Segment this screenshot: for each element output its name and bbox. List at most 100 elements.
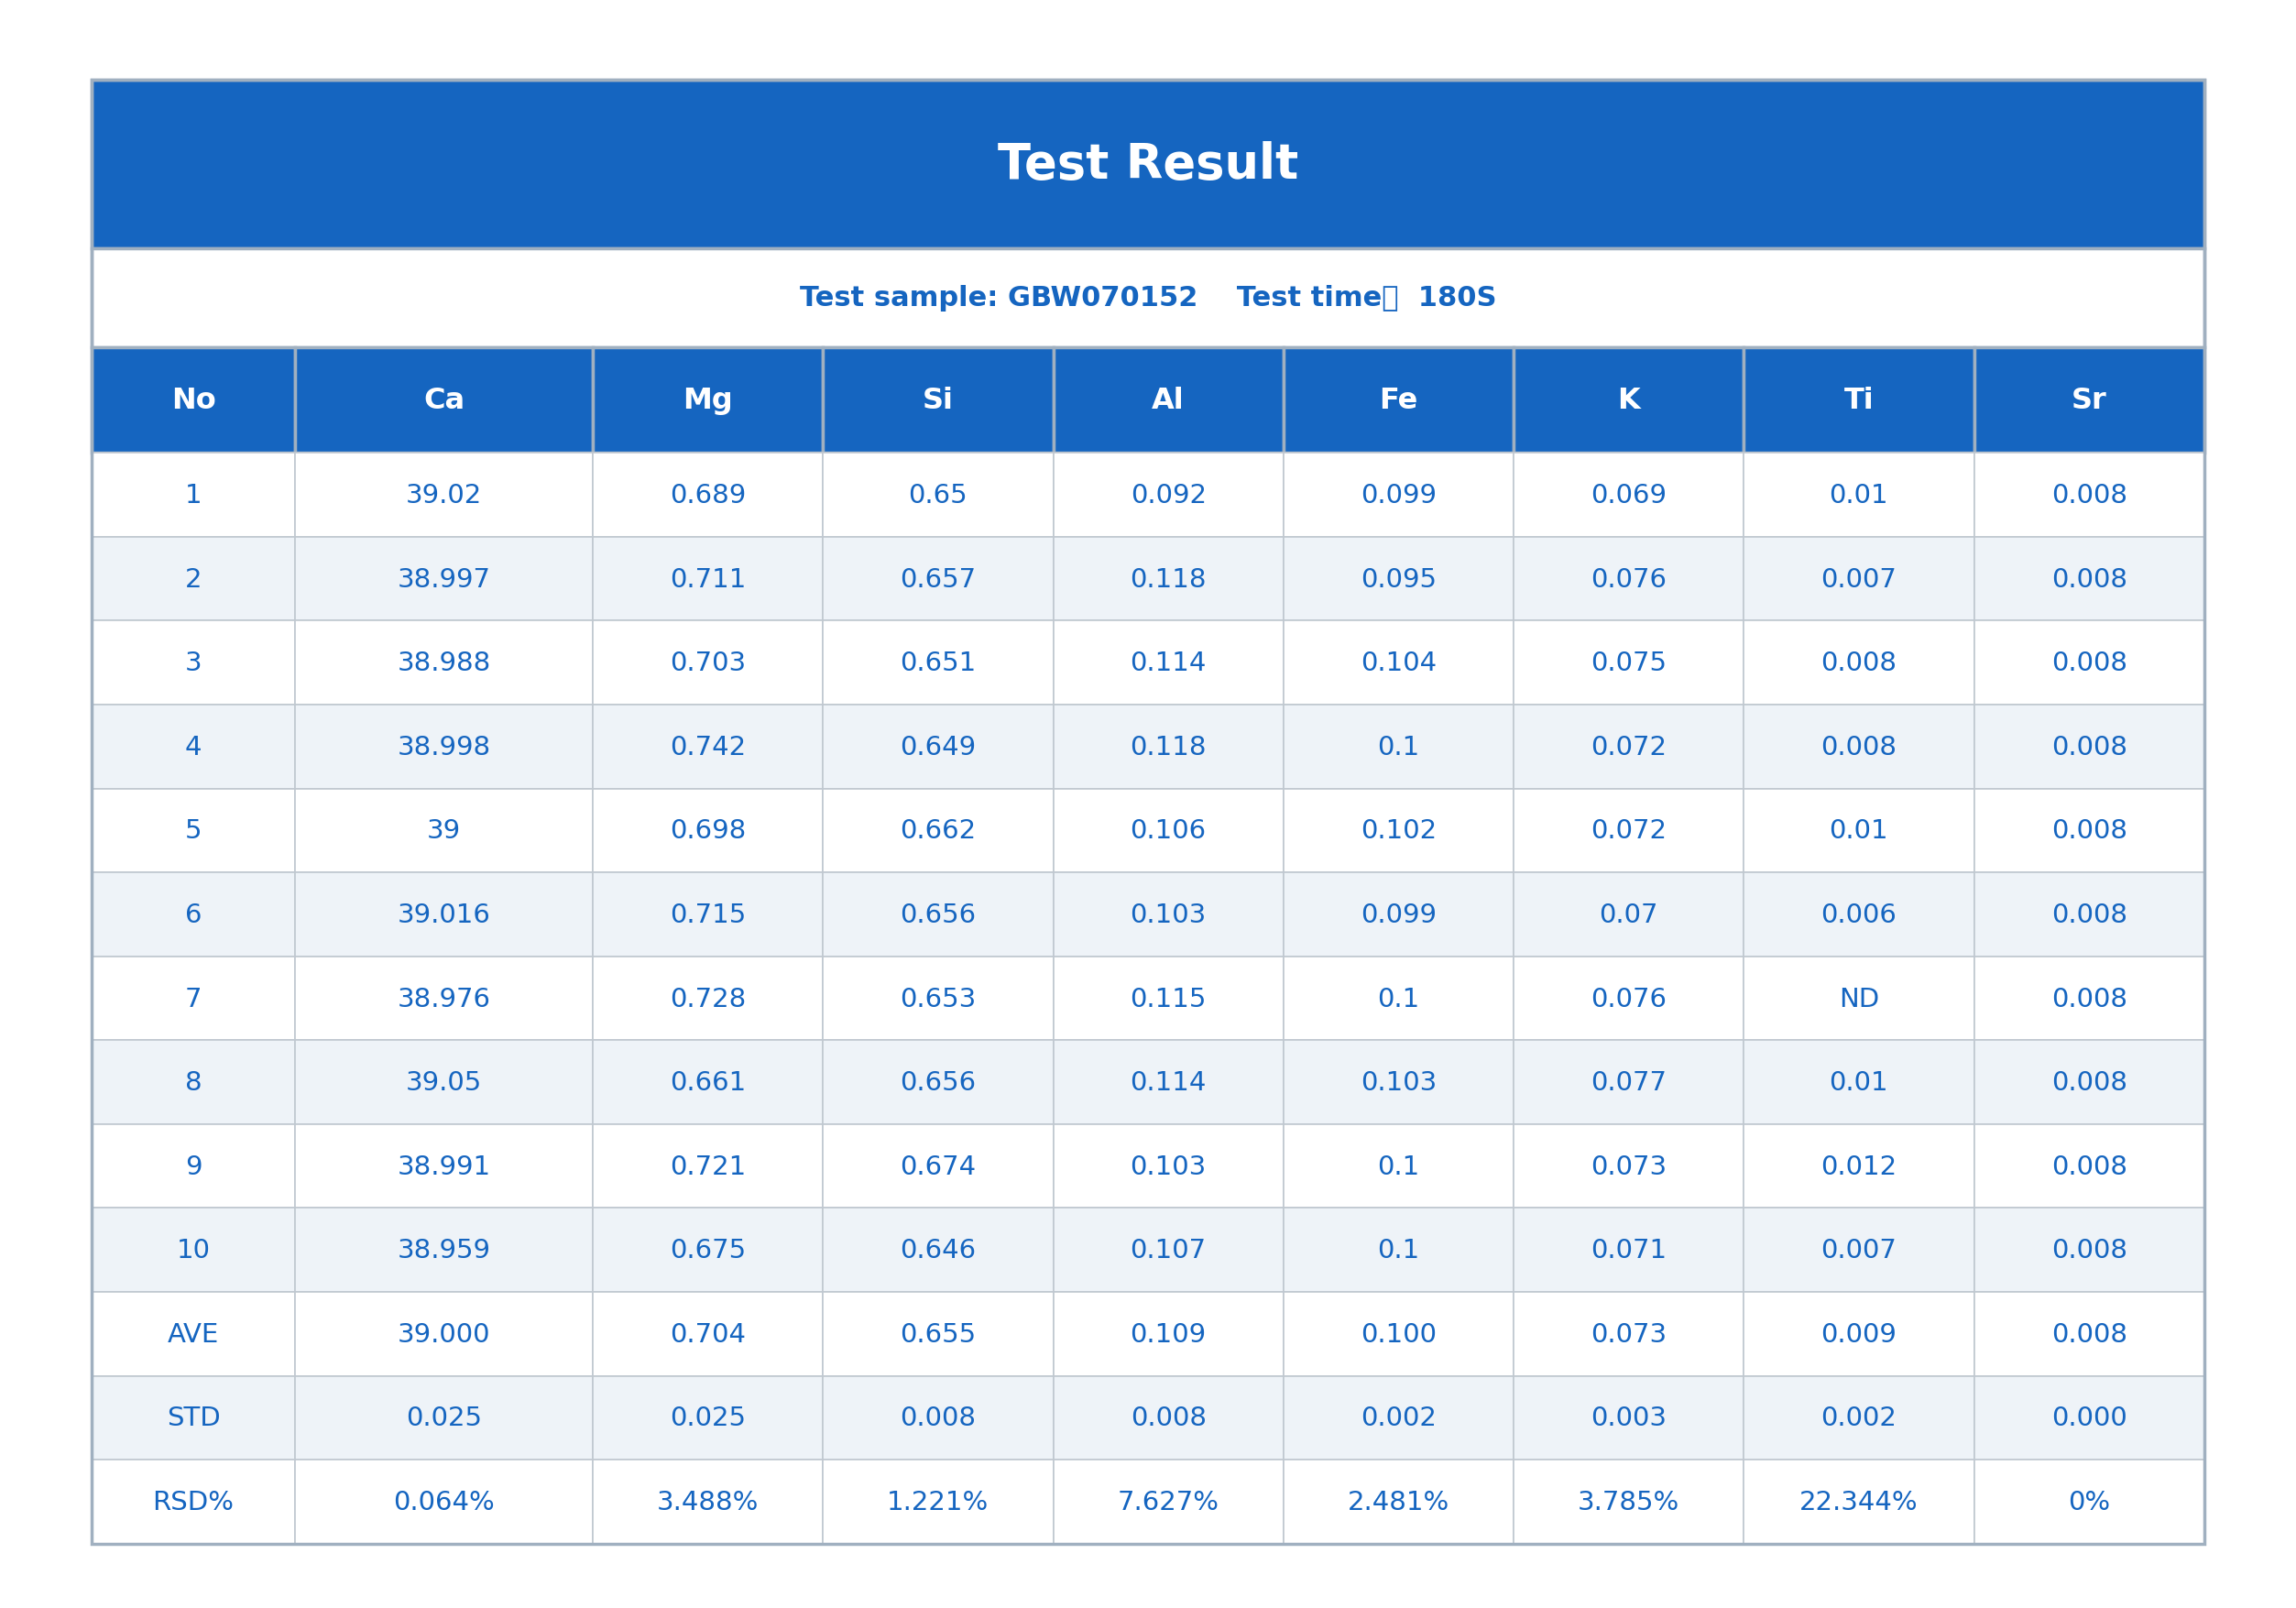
- Bar: [92, 621, 294, 706]
- Text: RSD%: RSD%: [152, 1489, 234, 1515]
- Bar: [294, 537, 592, 621]
- Text: No: No: [172, 386, 216, 415]
- Text: 0.655: 0.655: [900, 1322, 976, 1348]
- Text: 39.02: 39.02: [406, 482, 482, 508]
- Text: 0.1: 0.1: [1378, 735, 1419, 761]
- Bar: [1975, 1124, 2204, 1208]
- Text: 38.997: 38.997: [397, 566, 491, 592]
- Text: 0.008: 0.008: [1821, 735, 1896, 761]
- Bar: [1283, 1460, 1513, 1544]
- Bar: [1283, 873, 1513, 957]
- Text: 39.016: 39.016: [397, 902, 491, 928]
- Bar: [1054, 1124, 1283, 1208]
- Text: 0.711: 0.711: [670, 566, 746, 592]
- Bar: [294, 1376, 592, 1460]
- Text: 3: 3: [186, 650, 202, 675]
- Text: 0.1: 0.1: [1378, 986, 1419, 1011]
- Text: 0.092: 0.092: [1130, 482, 1205, 508]
- Text: 6: 6: [186, 902, 202, 928]
- Bar: [1513, 1124, 1743, 1208]
- Bar: [1743, 453, 1975, 537]
- Text: 1.221%: 1.221%: [886, 1489, 990, 1515]
- Bar: [592, 1293, 822, 1376]
- Text: 0%: 0%: [2069, 1489, 2110, 1515]
- Text: 8: 8: [186, 1069, 202, 1095]
- Bar: [1975, 1040, 2204, 1124]
- Text: 0.118: 0.118: [1130, 566, 1208, 592]
- Bar: [1743, 1208, 1975, 1293]
- Bar: [294, 1040, 592, 1124]
- Bar: [92, 1376, 294, 1460]
- Bar: [1054, 1208, 1283, 1293]
- Text: 38.998: 38.998: [397, 735, 491, 761]
- Bar: [592, 1208, 822, 1293]
- Bar: [822, 1208, 1054, 1293]
- Bar: [1054, 957, 1283, 1040]
- Text: 0.000: 0.000: [2050, 1405, 2126, 1431]
- Text: 0.007: 0.007: [1821, 566, 1896, 592]
- Text: 0.099: 0.099: [1362, 902, 1437, 928]
- Text: 0.1: 0.1: [1378, 1238, 1419, 1262]
- Bar: [1513, 349, 1743, 453]
- Bar: [92, 80, 2204, 249]
- Text: 0.653: 0.653: [900, 986, 976, 1011]
- Bar: [822, 537, 1054, 621]
- Bar: [1975, 1293, 2204, 1376]
- Text: 0.674: 0.674: [900, 1153, 976, 1179]
- Bar: [822, 706, 1054, 790]
- Bar: [592, 621, 822, 706]
- Text: 0.103: 0.103: [1130, 1153, 1205, 1179]
- Bar: [1975, 706, 2204, 790]
- Bar: [1513, 957, 1743, 1040]
- Text: Mg: Mg: [682, 386, 732, 415]
- Text: Sr: Sr: [2071, 386, 2108, 415]
- Bar: [592, 873, 822, 957]
- Text: 0.077: 0.077: [1591, 1069, 1667, 1095]
- Bar: [1513, 706, 1743, 790]
- Bar: [92, 706, 294, 790]
- Text: 0.025: 0.025: [670, 1405, 746, 1431]
- Bar: [1513, 1376, 1743, 1460]
- Text: 0.009: 0.009: [1821, 1322, 1896, 1348]
- Text: 0.008: 0.008: [2050, 650, 2126, 675]
- Text: 38.988: 38.988: [397, 650, 491, 675]
- Bar: [294, 349, 592, 453]
- Bar: [822, 1124, 1054, 1208]
- Bar: [822, 957, 1054, 1040]
- Bar: [294, 1293, 592, 1376]
- Bar: [1283, 1293, 1513, 1376]
- Bar: [294, 957, 592, 1040]
- Bar: [592, 1124, 822, 1208]
- Text: 0.675: 0.675: [670, 1238, 746, 1262]
- Text: 10: 10: [177, 1238, 211, 1262]
- Bar: [1513, 621, 1743, 706]
- Bar: [1743, 537, 1975, 621]
- Bar: [1283, 1208, 1513, 1293]
- Text: 0.025: 0.025: [406, 1405, 482, 1431]
- Bar: [1743, 621, 1975, 706]
- Bar: [92, 790, 294, 873]
- Bar: [1513, 1040, 1743, 1124]
- Text: 0.728: 0.728: [670, 986, 746, 1011]
- Text: 0.008: 0.008: [2050, 566, 2126, 592]
- Bar: [1283, 1376, 1513, 1460]
- Bar: [822, 349, 1054, 453]
- Text: 0.073: 0.073: [1591, 1322, 1667, 1348]
- Text: 39.000: 39.000: [397, 1322, 491, 1348]
- Text: 0.103: 0.103: [1359, 1069, 1437, 1095]
- Bar: [1283, 790, 1513, 873]
- Bar: [1743, 1460, 1975, 1544]
- Text: 9: 9: [186, 1153, 202, 1179]
- Bar: [294, 1208, 592, 1293]
- Text: 4: 4: [186, 735, 202, 761]
- Text: 0.008: 0.008: [2050, 818, 2126, 844]
- Bar: [92, 453, 294, 537]
- Bar: [592, 537, 822, 621]
- Bar: [1743, 957, 1975, 1040]
- Bar: [1054, 1040, 1283, 1124]
- Bar: [1975, 873, 2204, 957]
- Text: 0.646: 0.646: [900, 1238, 976, 1262]
- Text: 0.076: 0.076: [1591, 566, 1667, 592]
- Text: STD: STD: [168, 1405, 220, 1431]
- Text: 0.661: 0.661: [670, 1069, 746, 1095]
